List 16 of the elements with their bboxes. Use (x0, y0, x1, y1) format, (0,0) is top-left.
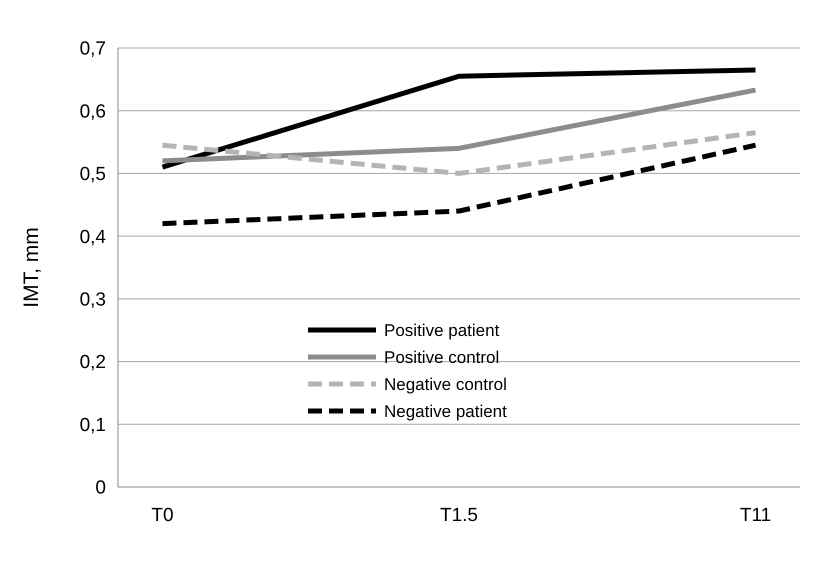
legend-label: Positive patient (384, 320, 500, 340)
y-tick-label: 0,3 (80, 290, 106, 311)
y-tick-label: 0,1 (80, 414, 106, 436)
y-tick-label: 0,6 (80, 101, 106, 122)
y-tick-label: 0,7 (80, 38, 106, 60)
legend-label: Positive control (384, 348, 500, 367)
legend-label: Negative patient (384, 402, 508, 421)
y-tick-label: 0 (95, 478, 106, 499)
x-tick-label: T1.5 (440, 505, 478, 526)
y-tick-label: 0,4 (80, 226, 106, 248)
y-axis-title: IMT, mm (20, 227, 43, 308)
y-tick-label: 0,5 (80, 164, 106, 186)
x-tick-label: T0 (151, 505, 174, 526)
legend-label: Negative control (384, 374, 507, 394)
x-tick-label: T11 (740, 505, 772, 526)
y-tick-label: 0,2 (80, 352, 106, 374)
